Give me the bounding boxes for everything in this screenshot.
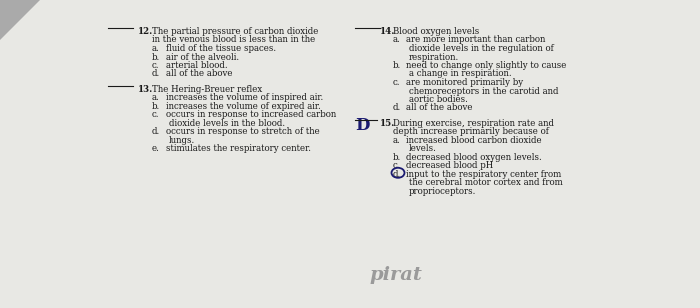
Polygon shape — [0, 0, 40, 40]
Text: in the venous blood is less than in the: in the venous blood is less than in the — [152, 35, 315, 44]
Text: proprioceptors.: proprioceptors. — [409, 187, 477, 196]
Text: a.: a. — [152, 93, 160, 102]
Text: decreased blood oxygen levels.: decreased blood oxygen levels. — [406, 153, 542, 162]
Text: increased blood carbon dioxide: increased blood carbon dioxide — [406, 136, 542, 145]
Text: all of the above: all of the above — [166, 70, 232, 79]
Text: fluid of the tissue spaces.: fluid of the tissue spaces. — [166, 44, 276, 53]
Text: 13.: 13. — [138, 85, 153, 94]
Text: occurs in response to increased carbon: occurs in response to increased carbon — [166, 110, 336, 119]
Text: b.: b. — [393, 61, 401, 70]
Text: c.: c. — [152, 61, 160, 70]
Text: b.: b. — [152, 52, 160, 62]
Text: need to change only slightly to cause: need to change only slightly to cause — [406, 61, 566, 70]
Text: levels.: levels. — [409, 144, 437, 153]
Text: are monitored primarily by: are monitored primarily by — [406, 78, 523, 87]
Text: dioxide levels in the regulation of: dioxide levels in the regulation of — [409, 44, 554, 53]
Text: 14.: 14. — [380, 27, 395, 36]
Text: increases the volume of inspired air.: increases the volume of inspired air. — [166, 93, 323, 102]
Text: all of the above: all of the above — [406, 103, 473, 112]
Text: air of the alveoli.: air of the alveoli. — [166, 52, 239, 62]
Text: c.: c. — [393, 161, 400, 170]
Text: b.: b. — [152, 102, 160, 111]
Text: c.: c. — [393, 78, 400, 87]
Text: are more important than carbon: are more important than carbon — [406, 35, 545, 44]
Text: lungs.: lungs. — [169, 136, 195, 145]
Text: increases the volume of expired air.: increases the volume of expired air. — [166, 102, 321, 111]
Text: the cerebral motor cortex and from: the cerebral motor cortex and from — [409, 178, 563, 187]
Text: input to the respiratory center from: input to the respiratory center from — [406, 170, 561, 179]
Text: aortic bodies.: aortic bodies. — [409, 95, 468, 104]
Text: The partial pressure of carbon dioxide: The partial pressure of carbon dioxide — [152, 27, 318, 36]
Text: d.: d. — [393, 170, 401, 179]
Text: d.: d. — [393, 103, 401, 112]
Text: a.: a. — [393, 136, 400, 145]
Text: a.: a. — [152, 44, 160, 53]
Text: The Hering-Breuer reflex: The Hering-Breuer reflex — [152, 85, 262, 94]
Text: occurs in response to stretch of the: occurs in response to stretch of the — [166, 127, 320, 136]
Text: decreased blood pH: decreased blood pH — [406, 161, 494, 170]
Text: stimulates the respiratory center.: stimulates the respiratory center. — [166, 144, 311, 153]
Text: depth increase primarily because of: depth increase primarily because of — [393, 127, 549, 136]
Text: chemoreceptors in the carotid and: chemoreceptors in the carotid and — [409, 87, 559, 95]
Text: D: D — [355, 117, 370, 134]
Text: d.: d. — [152, 127, 160, 136]
Text: d.: d. — [152, 70, 160, 79]
Text: pirat: pirat — [370, 266, 423, 284]
Text: Blood oxygen levels: Blood oxygen levels — [393, 27, 480, 36]
Text: dioxide levels in the blood.: dioxide levels in the blood. — [169, 119, 285, 128]
Text: c.: c. — [152, 110, 160, 119]
Text: a.: a. — [393, 35, 400, 44]
Text: 15.: 15. — [380, 119, 395, 128]
Text: arterial blood.: arterial blood. — [166, 61, 228, 70]
Text: respiration.: respiration. — [409, 52, 459, 62]
Text: a change in respiration.: a change in respiration. — [409, 70, 512, 79]
Text: b.: b. — [393, 153, 401, 162]
Text: e.: e. — [152, 144, 160, 153]
Text: 12.: 12. — [138, 27, 153, 36]
Text: During exercise, respiration rate and: During exercise, respiration rate and — [393, 119, 554, 128]
